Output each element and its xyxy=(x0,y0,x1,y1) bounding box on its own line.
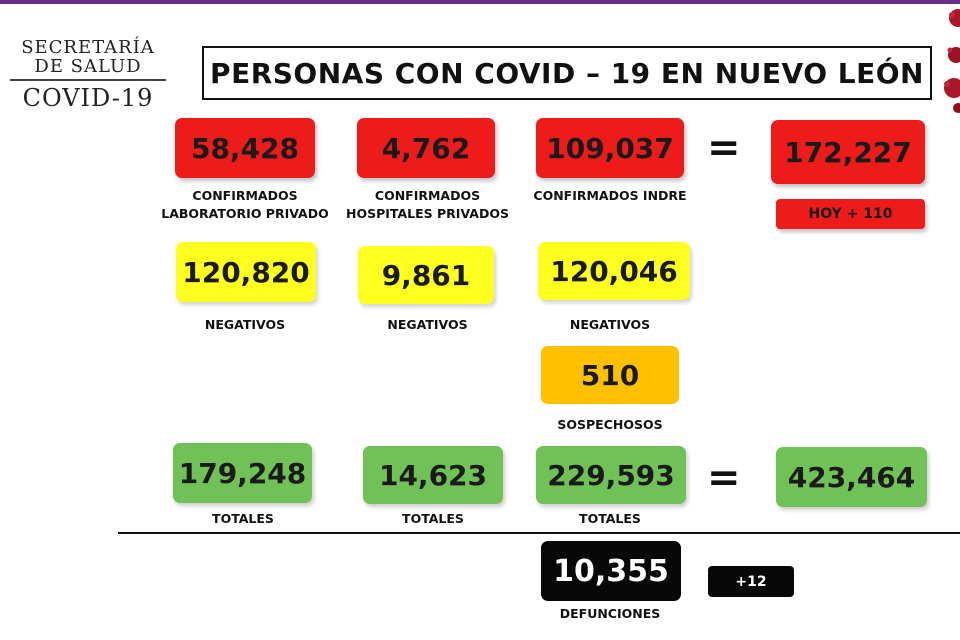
section-divider xyxy=(118,532,960,534)
confirmed-lab-private-label-line1: CONFIRMADOS xyxy=(192,188,298,203)
negatives-lab-private-value: 120,820 xyxy=(176,242,316,302)
totals-hosp-private-label: TOTALES xyxy=(402,511,464,526)
totals-grand-value: 423,464 xyxy=(776,447,927,507)
today-new-cases-badge: HOY + 110 xyxy=(776,199,925,229)
confirmed-lab-private-label-line2: LABORATORIO PRIVADO xyxy=(161,206,329,221)
totals-lab-private-label: TOTALES xyxy=(212,511,274,526)
totals-indre-label: TOTALES xyxy=(579,511,641,526)
totals-lab-private-value: 179,248 xyxy=(173,443,312,503)
negatives-hosp-private-value: 9,861 xyxy=(358,246,494,304)
confirmed-total-value: 172,227 xyxy=(771,120,925,184)
totals-indre-value: 229,593 xyxy=(536,446,686,504)
suspects-label: SOSPECHOSOS xyxy=(557,417,663,432)
deaths-today-badge: +12 xyxy=(708,566,794,597)
page-title: PERSONAS CON COVID – 19 EN NUEVO LEÓN xyxy=(202,46,932,100)
brand-line-3: COVID-19 xyxy=(22,84,154,112)
confirmed-hosp-private-label-line1: CONFIRMADOS xyxy=(374,188,481,203)
confirmed-hosp-private-label-line2: HOSPITALES PRIVADOS xyxy=(346,206,509,221)
negatives-hosp-private-label: NEGATIVOS xyxy=(387,317,468,332)
confirmed-lab-private-label: CONFIRMADOS LABORATORIO PRIVADO xyxy=(150,187,340,223)
suspects-value: 510 xyxy=(541,346,679,404)
negatives-indre-label: NEGATIVOS xyxy=(569,317,651,332)
confirmed-lab-private-value: 58,428 xyxy=(175,118,315,178)
confirmed-hosp-private-label: CONFIRMADOS HOSPITALES PRIVADOS xyxy=(335,187,520,223)
confirmed-indre-label: CONFIRMADOS INDRE xyxy=(533,188,687,203)
deaths-value: 10,355 xyxy=(541,541,681,601)
brand-line-1: SECRETARÍA xyxy=(21,37,155,58)
equals-sign-totals: = xyxy=(707,455,741,501)
brand-divider xyxy=(10,79,166,81)
confirmed-indre-value: 109,037 xyxy=(536,118,684,178)
brand-line-2: DE SALUD xyxy=(34,56,142,77)
totals-hosp-private-value: 14,623 xyxy=(363,446,503,504)
negatives-lab-private-label: NEGATIVOS xyxy=(204,317,286,332)
virus-graphic-icon xyxy=(944,9,960,113)
deaths-label: DEFUNCIONES xyxy=(559,606,661,621)
brand-logo: SECRETARÍA DE SALUD COVID-19 xyxy=(10,38,166,112)
top-accent-bar xyxy=(0,0,960,4)
confirmed-hosp-private-value: 4,762 xyxy=(357,118,495,178)
equals-sign-confirmed: = xyxy=(707,125,741,171)
negatives-indre-value: 120,046 xyxy=(538,242,690,300)
